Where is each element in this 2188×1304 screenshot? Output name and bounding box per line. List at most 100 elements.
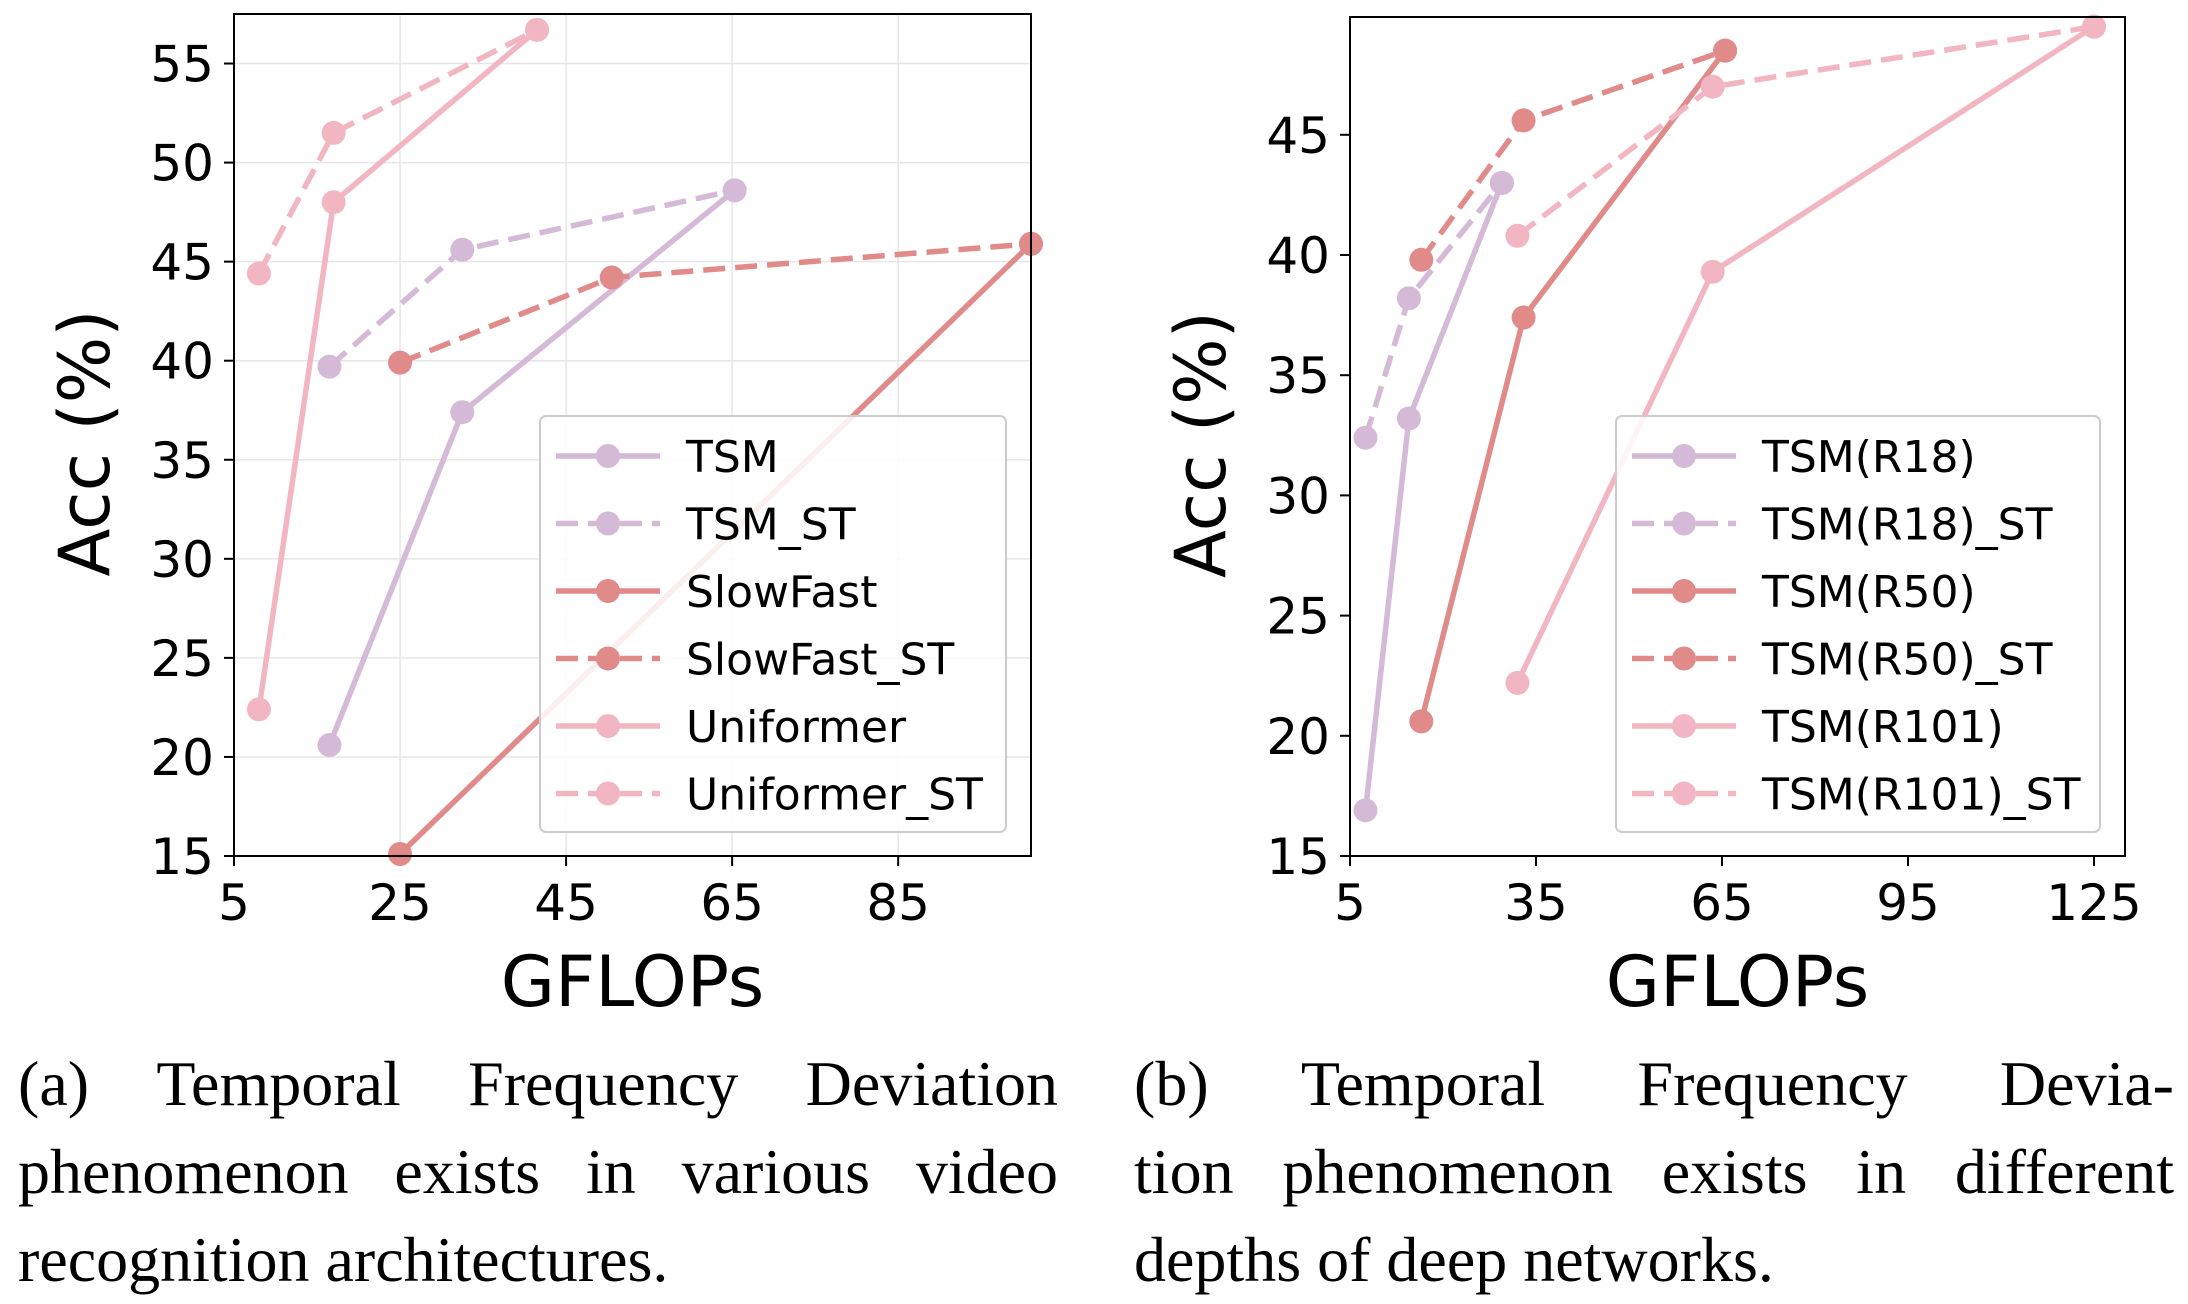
legend-label-Uniformer: Uniformer <box>686 702 907 753</box>
series-line-TSM_ST <box>327 187 736 369</box>
caption-word: video <box>915 1136 1058 1207</box>
y-tick-label: 30 <box>150 531 214 589</box>
data-point-TSM(R101) <box>1505 670 1530 695</box>
legend-marker-TSM(R18) <box>1672 444 1696 468</box>
data-point-TSM_ST <box>317 354 342 379</box>
data-point-TSM <box>450 400 475 425</box>
x-tick-label: 95 <box>1876 874 1940 932</box>
data-point-TSM <box>317 733 342 758</box>
caption-word: Frequency <box>468 1048 739 1119</box>
caption-word: Temporal <box>156 1048 401 1119</box>
x-tick-label: 35 <box>1504 874 1568 932</box>
caption-word: phenomenon <box>18 1136 349 1207</box>
y-tick-label: 35 <box>1266 347 1330 405</box>
caption-word: (b) <box>1134 1048 1209 1119</box>
caption-a-line-2: phenomenon exists in various video <box>18 1128 1058 1216</box>
x-tick-label: 65 <box>700 874 764 932</box>
caption-word: Devia- <box>1999 1048 2174 1119</box>
data-point-TSM(R18) <box>1396 406 1421 431</box>
legend-marker-TSM(R101)_ST <box>1672 781 1696 806</box>
legend-label-TSM(R18)_ST: TSM(R18)_ST <box>1761 500 2053 551</box>
x-tick-label: 5 <box>218 874 250 932</box>
data-point-TSM(R101) <box>1700 259 1725 284</box>
x-axis-label: GFLOPs <box>1606 941 1870 1023</box>
x-axis-label: GFLOPs <box>501 941 765 1023</box>
legend-marker-SlowFast_ST <box>596 646 620 671</box>
caption-word: (a) <box>18 1048 90 1119</box>
data-point-TSM(R18)_ST <box>1396 286 1421 311</box>
data-point-TSM(R50)_ST <box>1511 108 1536 133</box>
caption-word: Temporal <box>1300 1048 1546 1119</box>
caption-b-line-2: tion phenomenon exists in different <box>1134 1128 2174 1216</box>
caption-word: tion <box>1134 1136 1234 1207</box>
y-tick-label: 30 <box>1266 467 1330 525</box>
y-tick-label: 40 <box>1266 227 1330 285</box>
data-point-TSM(R101)_ST <box>1505 223 1530 248</box>
caption-a-line-1: (a) Temporal Frequency Deviation <box>18 1040 1058 1128</box>
x-tick-label: 45 <box>534 874 598 932</box>
axes-frame <box>233 13 1032 857</box>
legend-marker-TSM_ST <box>596 511 620 536</box>
y-tick-label: 45 <box>150 234 214 292</box>
caption-b: (b) Temporal Frequency Devia- tion phenomeno… <box>1134 1040 2174 1304</box>
data-point-Uniformer_ST <box>525 17 550 42</box>
legend-label-Uniformer_ST: Uniformer_ST <box>686 770 983 821</box>
x-tick-label: 65 <box>1690 874 1754 932</box>
y-tick-label: 55 <box>150 36 214 94</box>
caption-word: in <box>586 1136 636 1207</box>
legend-marker-Uniformer <box>596 714 620 738</box>
data-point-TSM(R101)_ST <box>2082 14 2106 39</box>
caption-b-line-1: (b) Temporal Frequency Devia- <box>1134 1040 2174 1128</box>
y-tick-label: 50 <box>150 135 214 193</box>
legend-marker-TSM(R50)_ST <box>1672 646 1696 671</box>
x-tick-label: 25 <box>368 874 432 932</box>
legend-marker-TSM(R18)_ST <box>1672 511 1696 536</box>
caption-b-line-3: depths of deep networks. <box>1134 1224 1774 1295</box>
legend-label-SlowFast: SlowFast <box>686 567 877 618</box>
caption-word: Frequency <box>1637 1048 1908 1119</box>
data-point-TSM(R50)_ST <box>1713 38 1738 63</box>
series-line-TSM(R101)_ST <box>1515 23 2095 238</box>
data-point-Uniformer_ST <box>246 261 271 286</box>
series-line-TSM(R18)_ST <box>1362 181 1505 439</box>
legend-label-TSM: TSM <box>685 432 779 483</box>
legend-label-TSM_ST: TSM_ST <box>685 500 856 551</box>
legend-marker-TSM(R50) <box>1672 579 1696 603</box>
caption-word: different <box>1954 1136 2174 1207</box>
legend-label-TSM(R101): TSM(R101) <box>1761 702 2004 753</box>
caption-word: phenomenon <box>1282 1136 1613 1207</box>
axes-frame <box>1349 16 2126 857</box>
chart-canvas: 5 25 45 65 85 15 20 25 30 35 40 45 50 55 GFLOPs Acc (%)… <box>44 13 2142 1023</box>
caption-word: in <box>1856 1136 1907 1207</box>
legend-label-SlowFast_ST: SlowFast_ST <box>686 635 954 686</box>
x-tick-label: 85 <box>866 874 930 932</box>
y-axis-label: Acc (%) <box>1160 311 1242 578</box>
data-point-SlowFast <box>388 842 413 867</box>
legend-label-TSM(R18): TSM(R18) <box>1761 432 1976 483</box>
caption-word: exists <box>394 1136 541 1207</box>
caption-a: (a) Temporal Frequency Deviation phenomenon… <box>18 1040 1058 1304</box>
legend-label-TSM(R101)_ST: TSM(R101)_ST <box>1761 770 2081 821</box>
legend-box <box>1615 415 2101 833</box>
data-point-TSM(R50)_ST <box>1409 247 1434 272</box>
data-point-TSM(R50) <box>1511 305 1536 330</box>
legend-marker-SlowFast <box>596 579 620 603</box>
series-line-Uniformer_ST <box>256 27 539 275</box>
legend-marker-TSM(R101) <box>1672 714 1696 738</box>
x-tick-label: 125 <box>2046 874 2141 932</box>
y-tick-label: 15 <box>150 828 214 886</box>
chart-panel-a: 5 25 45 65 85 15 20 25 30 35 40 45 50 55 GFLOPs Acc (%)… <box>44 13 1043 1023</box>
legend-marker-TSM <box>596 444 620 468</box>
y-tick-label: 25 <box>150 630 214 688</box>
data-point-TSM_ST <box>450 237 475 262</box>
data-point-SlowFast_ST <box>599 265 624 290</box>
y-tick-label: 15 <box>1266 828 1330 886</box>
y-tick-label: 25 <box>1266 588 1330 646</box>
y-tick-label: 20 <box>1266 708 1330 766</box>
data-point-Uniformer_ST <box>321 120 346 145</box>
data-point-TSM_ST <box>722 178 747 203</box>
data-point-Uniformer <box>321 190 346 215</box>
legend-marker-Uniformer_ST <box>596 781 620 806</box>
data-point-TSM(R50) <box>1409 709 1434 734</box>
